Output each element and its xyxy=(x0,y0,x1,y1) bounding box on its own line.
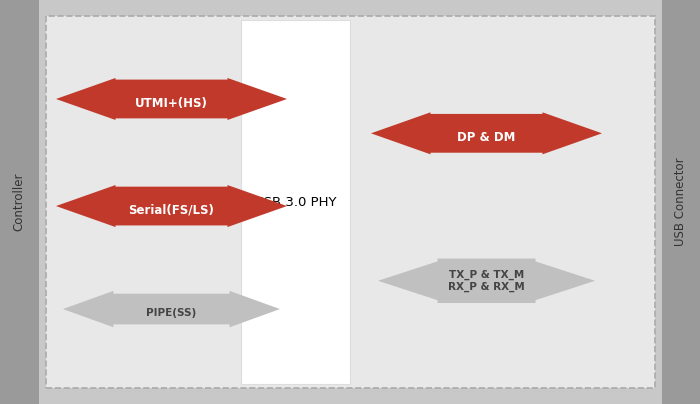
Polygon shape xyxy=(378,259,595,303)
Text: Serial(FS/LS): Serial(FS/LS) xyxy=(129,204,214,217)
Text: USB Connector: USB Connector xyxy=(674,158,687,246)
Polygon shape xyxy=(371,112,602,154)
Text: PIPE(SS): PIPE(SS) xyxy=(146,308,197,318)
Text: USB 3.0 PHY: USB 3.0 PHY xyxy=(254,196,337,208)
Polygon shape xyxy=(56,78,287,120)
Polygon shape xyxy=(63,291,280,327)
Polygon shape xyxy=(0,0,38,404)
Text: DP & DM: DP & DM xyxy=(457,131,516,144)
Text: UTMI+(HS): UTMI+(HS) xyxy=(135,97,208,109)
Polygon shape xyxy=(662,0,700,404)
Text: Controller: Controller xyxy=(13,173,26,231)
Bar xyxy=(241,20,350,384)
Bar xyxy=(46,16,655,388)
Polygon shape xyxy=(56,185,287,227)
Text: TX_P & TX_M
RX_P & RX_M: TX_P & TX_M RX_P & RX_M xyxy=(448,270,525,292)
